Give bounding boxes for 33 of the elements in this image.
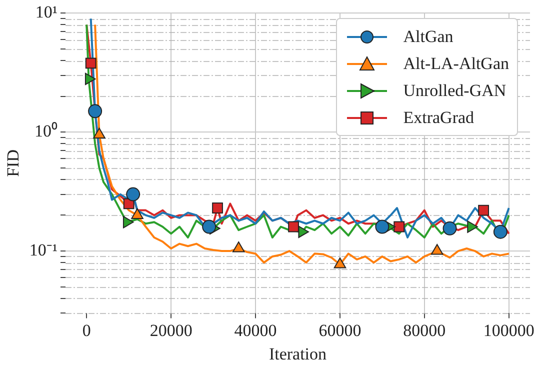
legend-label: ExtraGrad [403, 108, 474, 128]
point [126, 187, 140, 202]
legend-label: AltGan [403, 26, 454, 46]
point [84, 72, 96, 86]
y-tick-label: 10⁻¹ [29, 240, 58, 260]
y-tick-label: 10¹ [35, 2, 58, 22]
y-axis-title: FID [4, 149, 23, 177]
x-axis-title: Iteration [268, 344, 328, 364]
x-tick-label: 20000 [150, 320, 192, 340]
point [131, 208, 144, 219]
x-tick-label: 0 [82, 320, 91, 340]
point [493, 224, 508, 239]
point [375, 220, 390, 234]
point [122, 216, 134, 228]
x-tick-label: 40000 [234, 320, 277, 340]
point [478, 204, 489, 216]
x-tick-label: 80000 [403, 320, 446, 340]
point [288, 221, 299, 232]
point [232, 242, 245, 252]
x-tick-label: 100000 [483, 320, 534, 340]
point [298, 226, 309, 238]
point [85, 58, 96, 69]
x-tick-label: 60000 [318, 320, 362, 340]
point [442, 221, 457, 236]
point [212, 202, 223, 214]
point [88, 104, 102, 118]
point [334, 258, 346, 268]
point [394, 221, 405, 232]
legend-label: Unrolled-GAN [403, 80, 506, 100]
y-tick-label: 10⁰ [34, 122, 58, 141]
legend-label: Alt-LA-AltGan [403, 54, 509, 74]
point [202, 220, 216, 234]
point [430, 244, 444, 255]
